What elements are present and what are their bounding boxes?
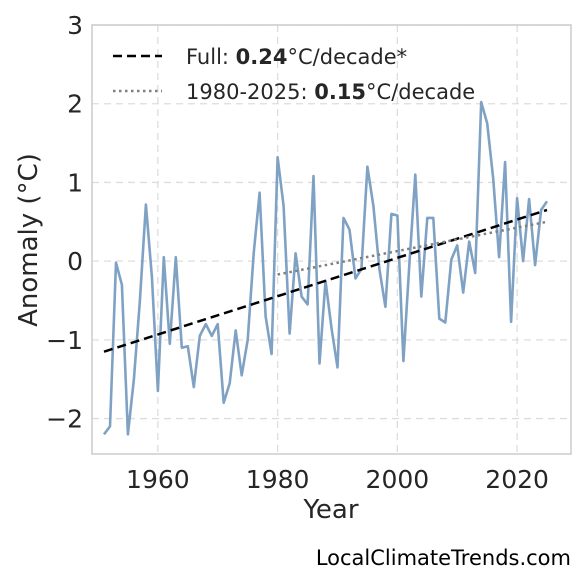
x-tick-label: 2000 bbox=[366, 465, 430, 494]
legend: Full: 0.24°C/decade* 1980-2025: 0.15°C/de… bbox=[113, 45, 475, 104]
legend-full-label: Full: 0.24°C/decade* bbox=[186, 45, 407, 69]
legend-recent-label: 1980-2025: 0.15°C/decade bbox=[186, 80, 475, 104]
x-axis-title: Year bbox=[302, 495, 358, 525]
x-tick-label: 2020 bbox=[485, 465, 549, 494]
full-trend-line bbox=[103, 208, 548, 353]
y-tick-label: −2 bbox=[46, 405, 83, 434]
y-tick-label: 2 bbox=[67, 90, 83, 119]
temperature-series-line bbox=[102, 100, 549, 436]
x-tick-label: 1980 bbox=[246, 465, 310, 494]
series-layer bbox=[102, 100, 549, 436]
y-tick-label: 3 bbox=[67, 11, 83, 40]
recent-trend-line bbox=[277, 220, 548, 276]
watermark: LocalClimateTrends.com bbox=[315, 546, 571, 570]
y-tick-label: 1 bbox=[67, 168, 83, 197]
plot-frame bbox=[91, 24, 572, 455]
y-tick-label: 0 bbox=[67, 247, 83, 276]
y-axis-title: Anomaly (°C) bbox=[14, 153, 44, 327]
axis-ticks: 1960 1980 2000 2020 −2 −1 0 1 2 3 bbox=[46, 11, 549, 494]
y-tick-label: −1 bbox=[46, 326, 83, 355]
x-tick-label: 1960 bbox=[126, 465, 190, 494]
